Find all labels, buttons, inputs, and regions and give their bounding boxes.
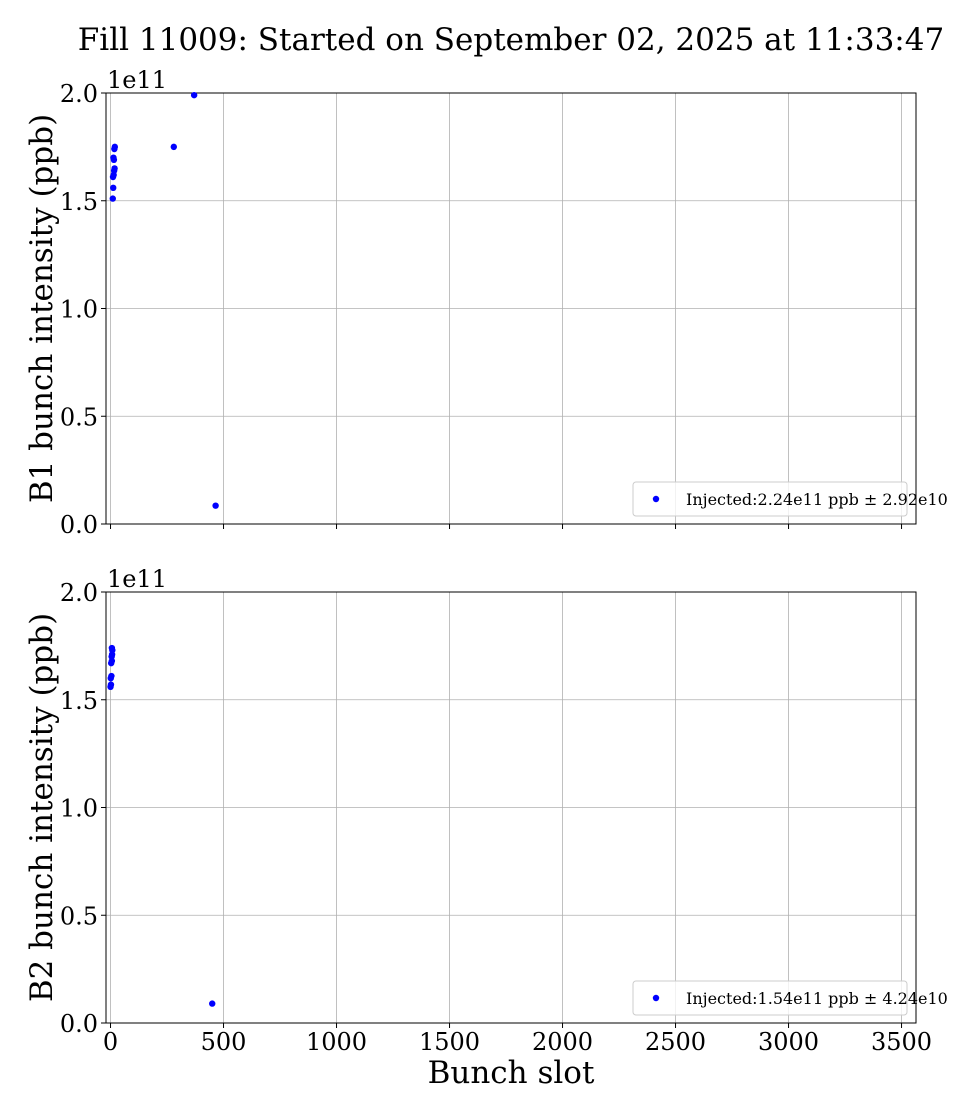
- panel2-x-tick-label: 2500: [645, 1028, 706, 1056]
- panel1-y-axis-label: B1 bunch intensity (ppb): [24, 114, 60, 503]
- panel1-y-tick-label: 2.0: [60, 80, 98, 108]
- panel1-y-tick-label: 1.0: [60, 296, 98, 324]
- panel1-legend-marker: [652, 495, 660, 503]
- panel2-data-point: [108, 672, 115, 680]
- panel2-y-axis-label: B2 bunch intensity (ppb): [24, 613, 60, 1002]
- panel1-data-point: [110, 184, 117, 192]
- panel1-y-tick-label: 0.0: [60, 511, 98, 539]
- panel2-x-tick-label: 1000: [306, 1028, 367, 1056]
- panel1-data-point: [109, 195, 116, 202]
- panel1-legend-box: [632, 481, 908, 517]
- panel1-offset-text: 1e11: [107, 66, 167, 94]
- panel1-data-point: [111, 143, 119, 151]
- panel2-x-tick-label: 0: [103, 1028, 118, 1056]
- panel2-x-tick-label: 2000: [532, 1028, 593, 1056]
- panel2-legend-box: [632, 980, 908, 1016]
- panel1-data-point: [212, 502, 219, 509]
- panel2-data-point: [209, 1000, 216, 1007]
- panel2-x-tick-label: 3500: [871, 1028, 932, 1056]
- panel1-y-tick-label: 1.5: [60, 188, 98, 216]
- panel2-legend-marker: [652, 994, 660, 1002]
- panel2-x-tick-label: 1500: [419, 1028, 480, 1056]
- panel2-y-tick-label: 1.5: [60, 687, 98, 715]
- figure-title: Fill 11009: Started on September 02, 202…: [77, 22, 945, 58]
- panel2-data-point: [107, 681, 115, 688]
- panel2-data-point: [108, 644, 116, 652]
- panel2-y-tick-label: 1.0: [60, 795, 98, 823]
- panel2-x-tick-label: 3000: [758, 1028, 819, 1056]
- panel1-y-tick-label: 0.5: [60, 403, 98, 431]
- panel2-x-axis-label: Bunch slot: [428, 1055, 595, 1091]
- panel1-data-point: [111, 165, 118, 172]
- panel2-x-tick-label: 500: [201, 1028, 247, 1056]
- panel2-y-tick-label: 0.0: [60, 1010, 98, 1038]
- panel2-y-tick-label: 0.5: [60, 902, 98, 930]
- panel1-legend-label: Injected:2.24e11 ppb ± 2.92e10: [686, 490, 948, 509]
- panel2-legend-label: Injected:1.54e11 ppb ± 4.24e10: [686, 989, 948, 1008]
- panel2-y-tick-label: 2.0: [60, 579, 98, 607]
- panel1-data-point: [110, 154, 117, 161]
- panel1-data-point: [170, 143, 178, 151]
- panel2-offset-text: 1e11: [107, 565, 167, 593]
- panel1-data-point: [190, 91, 198, 99]
